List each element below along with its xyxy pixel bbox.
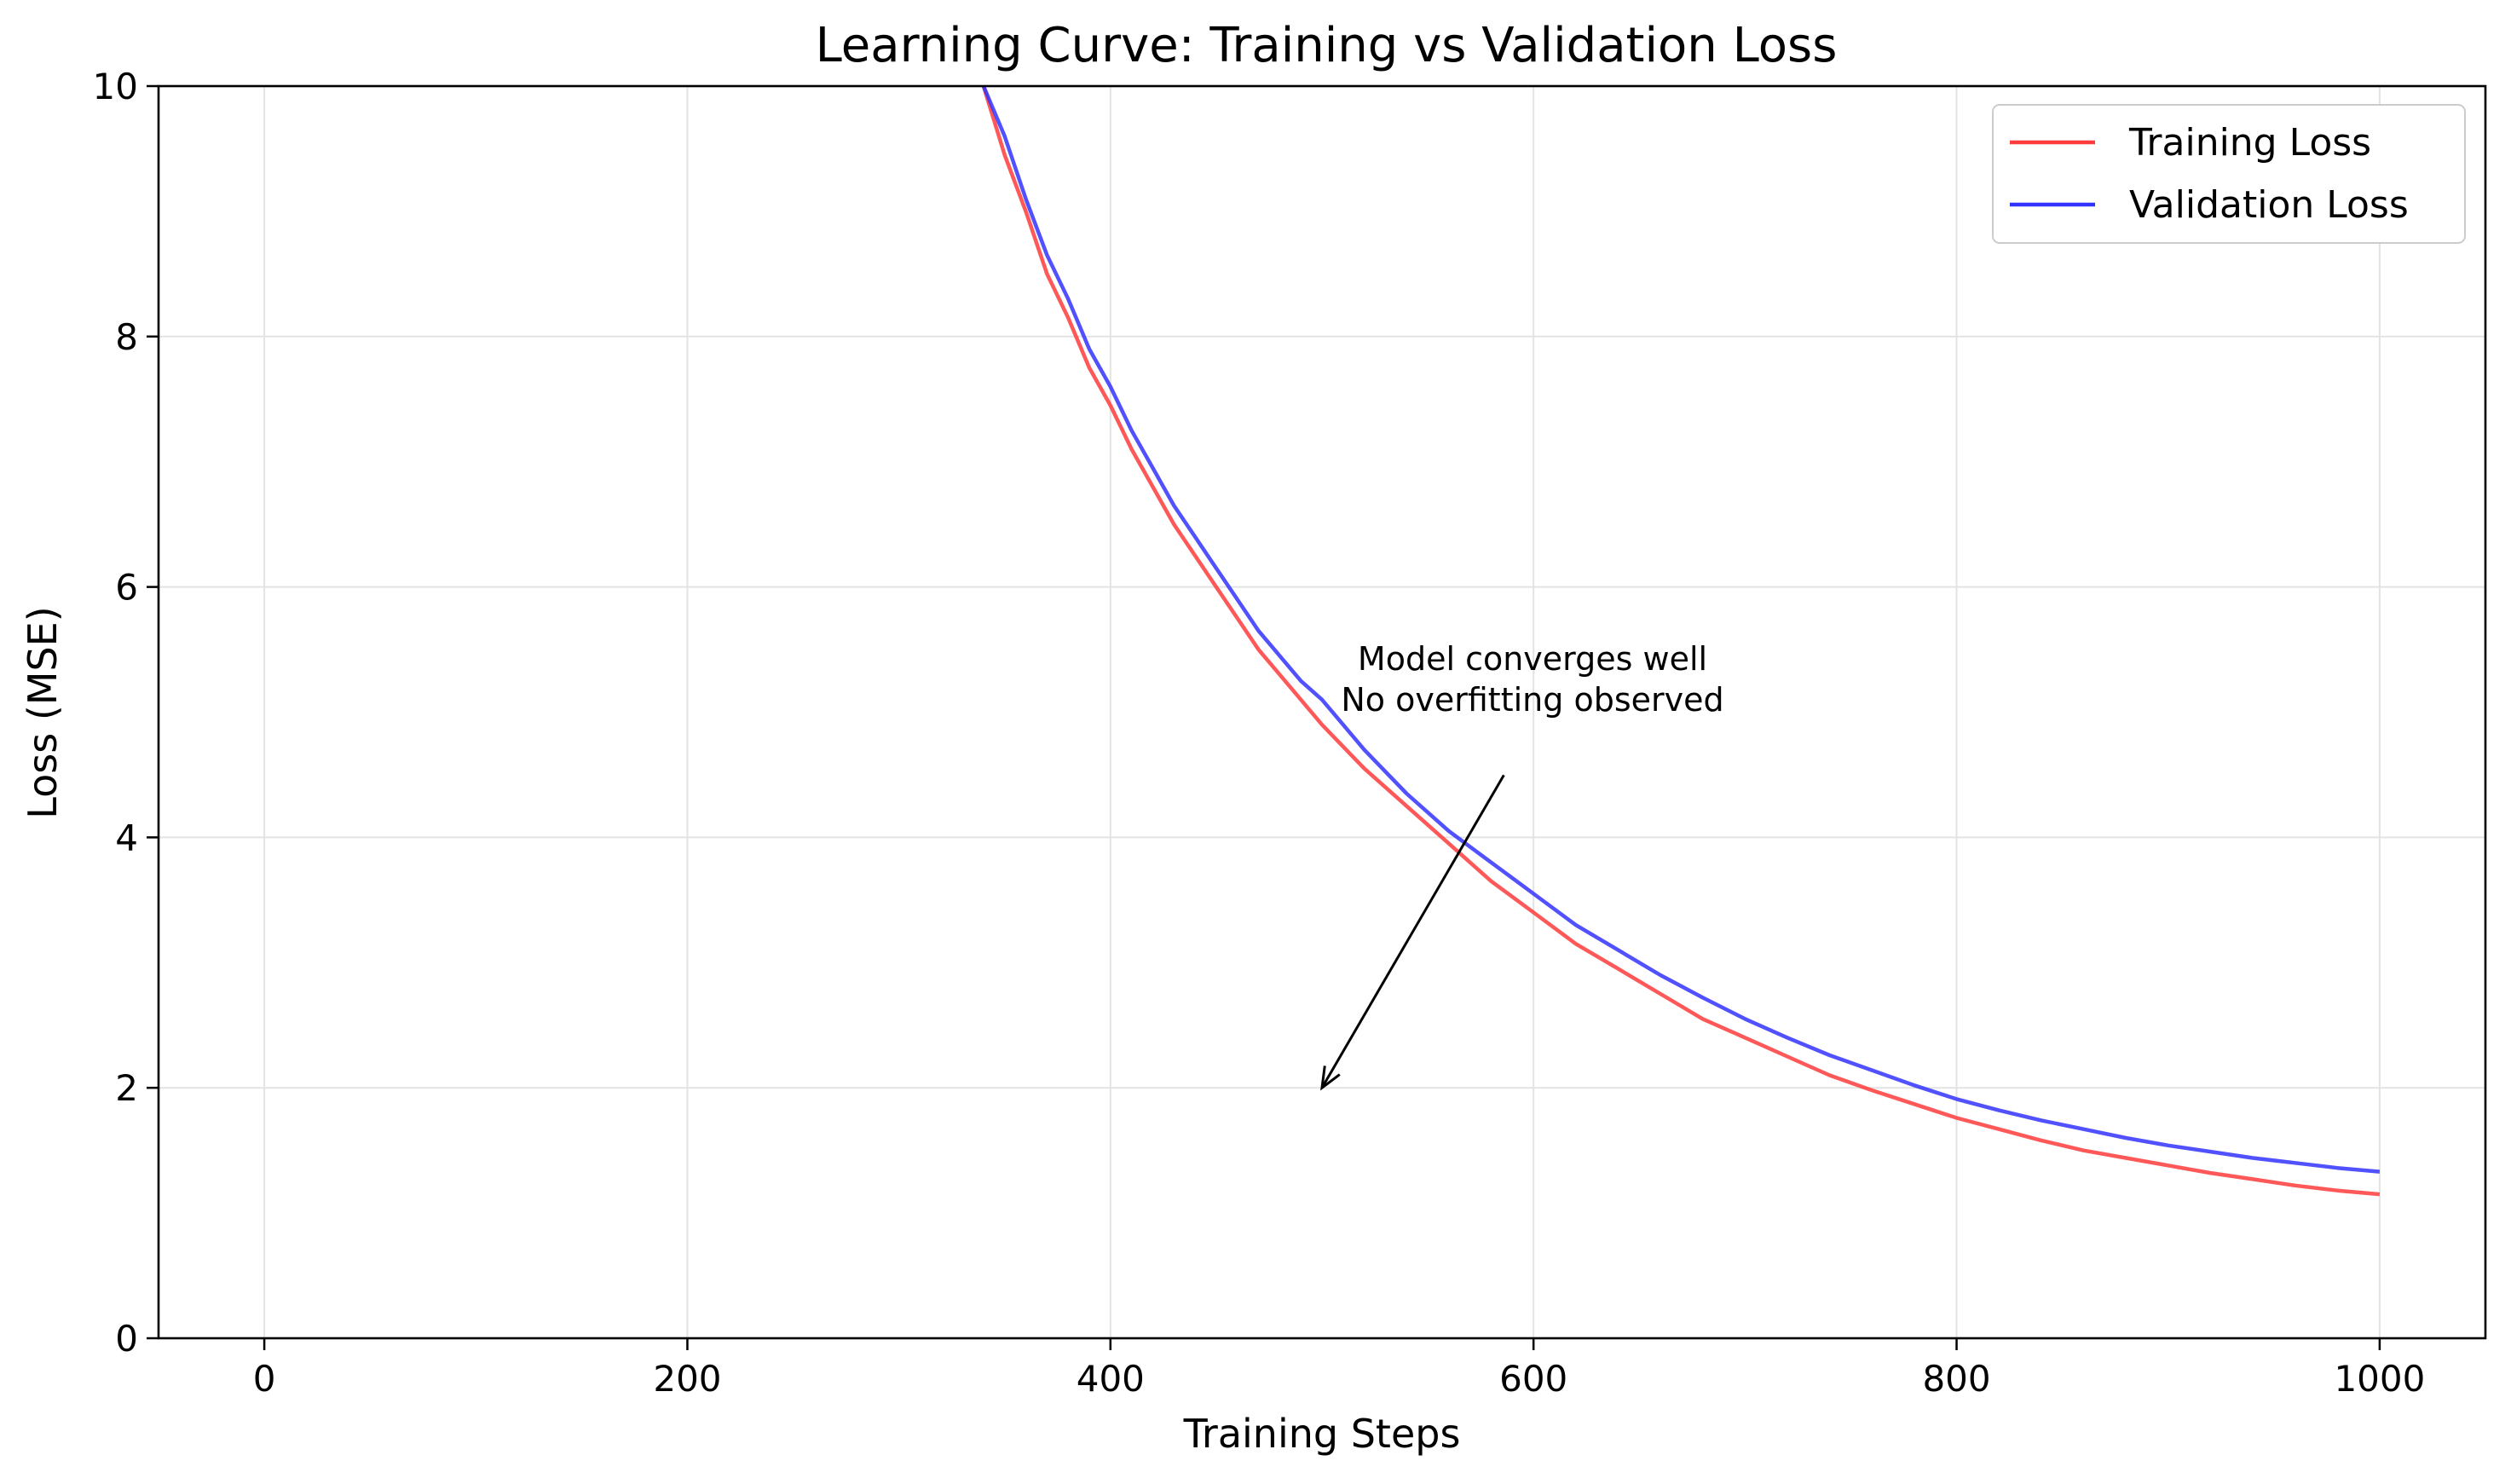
series-line-training [981,85,2381,1197]
annotation-arrowhead [1320,1065,1341,1091]
x-tick-label: 200 [653,1358,721,1400]
x-tick-label: 400 [1077,1358,1145,1400]
y-tick-label: 6 [115,567,138,609]
y-axis-ticks: 0 2 4 6 8 10 [93,66,159,1360]
y-tick-label: 0 [115,1318,138,1360]
annotation: Model converges well No overfitting obse… [1320,640,1724,1091]
y-tick-label: 10 [93,66,138,107]
y-tick-label: 4 [115,817,138,858]
x-tick-label: 600 [1499,1358,1567,1400]
x-axis-ticks: 0 200 400 600 800 1000 [253,1338,2425,1400]
x-tick-label: 1000 [2334,1358,2425,1400]
x-tick-label: 0 [253,1358,276,1400]
legend-box [1992,104,2466,244]
x-tick-label: 800 [1922,1358,1990,1400]
legend-label-validation: Validation Loss [2129,183,2409,227]
y-axis-label: Loss (MSE) [20,606,66,818]
y-tick-label: 8 [115,316,138,358]
plot-series [981,85,2381,1197]
y-tick-label: 2 [115,1067,138,1109]
annotation-line-1: Model converges well [1358,640,1707,678]
annotation-line-2: No overfitting observed [1341,681,1723,719]
annotation-arrow [1320,774,1505,1088]
chart-title: Learning Curve: Training vs Validation L… [816,18,1838,73]
legend: Training Loss Validation Loss [1992,104,2466,244]
plot-frame [157,84,2487,1340]
x-axis-label: Training Steps [1183,1411,1461,1457]
series-line-validation [981,85,2381,1174]
legend-label-training: Training Loss [2128,121,2371,165]
